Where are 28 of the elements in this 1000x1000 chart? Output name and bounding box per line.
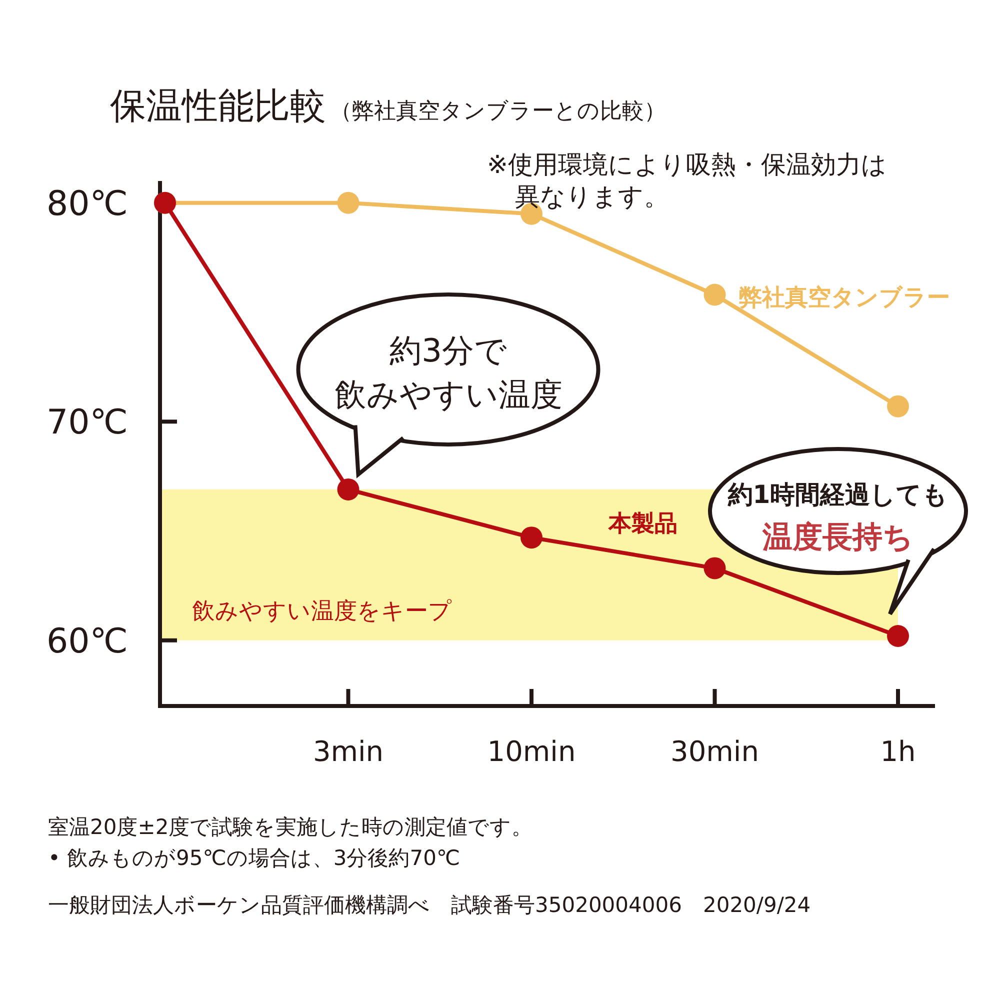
annotation: 異なります。 [515,182,669,211]
point [887,625,909,647]
x-tick-label: 10min [487,735,576,768]
annotation: 温度長持ち [762,520,914,555]
y-tick-label: 70℃ [46,402,128,443]
point [520,526,542,549]
annotation: 約1時間経過しても [726,480,948,509]
band-label: 飲みやすい温度をキープ [192,598,452,624]
text: 室温20度±2度で試験を実施した時の測定値です。 [48,815,533,839]
text: ※使用環境により吸熱・保温効力は [487,150,887,179]
chart-subtitle: （弊社真空タンブラーとの比較） [330,99,666,124]
x-tick-label: 1h [880,735,916,768]
annotation: 飲みやすい温度 [334,375,562,414]
series-label: 弊社真空タンブラー [738,284,950,311]
point [337,478,360,500]
text: • 飲みものが95℃の場合は、3分後約70℃ [48,846,460,870]
y-tick-label: 80℃ [46,184,128,224]
chart-title: 保温性能比較 [110,86,326,127]
y-tick-label: 60℃ [46,621,128,662]
series-label: 本製品 [608,510,678,537]
point [704,284,726,306]
x-tick-label: 3min [312,735,384,768]
point [337,192,360,214]
x-tick-label: 30min [670,735,759,768]
point [704,557,726,580]
text: 一般財団法人ボーケン品質評価機構調べ 試験番号35020004006 2020/9/24 [48,893,811,917]
point [887,395,909,418]
annotation: 約3分で [390,331,507,370]
